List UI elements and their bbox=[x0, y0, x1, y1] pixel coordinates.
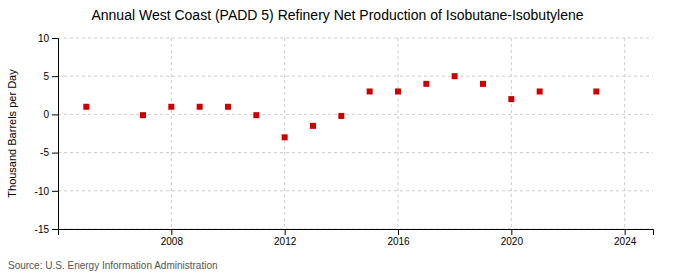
grid-line-x bbox=[398, 38, 399, 229]
point bbox=[480, 81, 486, 87]
point bbox=[537, 88, 543, 94]
x-axis: 2008 2012 2016 2020 2024 bbox=[59, 229, 654, 247]
tick-label: 2020 bbox=[501, 236, 524, 247]
tick-label: 2008 bbox=[161, 236, 184, 247]
tick: -15 bbox=[35, 224, 58, 235]
tick-label: 0 bbox=[43, 109, 49, 120]
tick: -10 bbox=[35, 186, 58, 197]
tick: -5 bbox=[40, 147, 58, 158]
axis-line bbox=[59, 230, 654, 236]
grid-line-x bbox=[624, 38, 625, 229]
tick-label: 2012 bbox=[274, 236, 297, 247]
point bbox=[367, 88, 373, 94]
tick-mark bbox=[171, 229, 172, 235]
point bbox=[452, 73, 458, 79]
tick-mark bbox=[52, 191, 58, 192]
point bbox=[140, 112, 146, 118]
grid-line-x bbox=[511, 38, 512, 229]
grid-line-y bbox=[58, 114, 653, 115]
tick: 2016 bbox=[387, 229, 410, 247]
tick-label: 2024 bbox=[614, 236, 637, 247]
tick-mark bbox=[52, 76, 58, 77]
tick-label: -10 bbox=[35, 186, 50, 197]
grid-line-y bbox=[58, 152, 653, 153]
tick: 2012 bbox=[274, 229, 297, 247]
grid-line-x bbox=[284, 38, 285, 229]
tick: 2024 bbox=[614, 229, 637, 247]
tick: 0 bbox=[43, 109, 58, 120]
tick-label: -15 bbox=[35, 224, 50, 235]
tick-label: 2016 bbox=[387, 236, 410, 247]
point bbox=[508, 96, 514, 102]
tick-label: 5 bbox=[43, 71, 49, 82]
tick-mark bbox=[52, 153, 58, 154]
tick: 2020 bbox=[501, 229, 524, 247]
y-axis: -15 -10 -5 0 5 10 bbox=[35, 33, 59, 235]
point bbox=[282, 134, 288, 140]
annotation: Source: U.S. Energy Information Administ… bbox=[8, 260, 218, 271]
axis-line bbox=[52, 39, 59, 230]
point bbox=[253, 112, 259, 118]
tick-mark bbox=[625, 229, 626, 235]
tick-mark bbox=[285, 229, 286, 235]
chart: 2008 2012 2016 2020 2024 -15 -10 -5 0 5 10 Annual W… bbox=[0, 0, 675, 275]
tick-mark bbox=[511, 229, 512, 235]
y-axis-label: Thousand Barrels per Day bbox=[6, 69, 18, 198]
grid-line-y bbox=[58, 76, 653, 77]
grid-line-x bbox=[171, 38, 172, 229]
grid-line-y bbox=[58, 190, 653, 191]
plot-area: 2008 2012 2016 2020 2024 -15 -10 -5 0 5 10 bbox=[35, 33, 654, 247]
tick: 2008 bbox=[161, 229, 184, 247]
point bbox=[310, 123, 316, 129]
grid-line-y bbox=[58, 38, 653, 39]
point bbox=[593, 88, 599, 94]
point bbox=[423, 81, 429, 87]
tick-mark bbox=[398, 229, 399, 235]
tick: 10 bbox=[38, 33, 58, 44]
point bbox=[168, 104, 174, 110]
tick-mark bbox=[52, 114, 58, 115]
point bbox=[225, 104, 231, 110]
tick-label: 10 bbox=[38, 33, 50, 44]
tick-mark bbox=[52, 38, 58, 39]
tick-mark bbox=[52, 229, 58, 230]
point bbox=[197, 104, 203, 110]
grid bbox=[58, 38, 653, 229]
point bbox=[395, 88, 401, 94]
points bbox=[83, 73, 599, 140]
tick: 5 bbox=[43, 71, 58, 82]
title: Annual West Coast (PADD 5) Refinery Net … bbox=[91, 7, 583, 23]
point bbox=[338, 113, 344, 119]
point bbox=[83, 104, 89, 110]
tick-label: -5 bbox=[40, 147, 49, 158]
